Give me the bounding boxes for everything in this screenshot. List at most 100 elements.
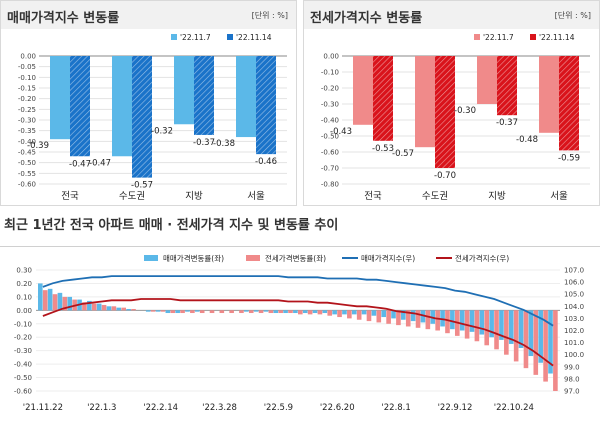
jeonse-change-bar: [484, 310, 490, 346]
x-tick-label: '22.8.1: [381, 403, 410, 413]
x-tick-label: '22.2.14: [143, 403, 178, 413]
trend-combo-chart: 0.30 0.20 0.10 0.00 -0.10 -0.20 -0.30 -0.40 -0.5…: [14, 253, 584, 413]
y-right-tick-label: 98.0: [564, 375, 580, 383]
jeonse-change-bar: [474, 310, 480, 342]
jeonse-index-line: [42, 298, 554, 367]
jeonse-change-bar: [533, 310, 539, 375]
sale-change-bar: [185, 310, 190, 312]
panel-header: 매매가격지수 변동률 [단위 : %]: [1, 1, 296, 29]
jeonse-change-bar: [209, 310, 215, 314]
jeonse-change-bar: [150, 310, 156, 312]
trend-section-title: 최근 1년간 전국 아파트 매매 · 전세가격 지수 및 변동률 추이: [4, 218, 339, 233]
jeonse-change-bar: [91, 303, 97, 311]
sale-change-bar: [57, 292, 63, 311]
sale-change-bar: [342, 310, 347, 315]
legend-swatch-prev: [474, 34, 480, 40]
data-label: -0.57: [131, 181, 153, 191]
y-right-tick-label: 103.0: [564, 315, 584, 323]
sale-change-bar: [273, 310, 279, 314]
sale-change-bar: [538, 310, 543, 363]
unit-label: [단위 : %]: [554, 11, 591, 20]
y-right-tick-label: 107.0: [564, 267, 584, 275]
y-tick-label: -0.05: [18, 63, 36, 71]
jeonse-change-bar: [229, 310, 234, 314]
y-right-tick-label: 105.0: [564, 291, 584, 299]
legend-swatch-prev: [171, 34, 177, 40]
y-right-tick-label: 100.0: [564, 351, 584, 359]
data-label: -0.46: [255, 157, 277, 167]
jeonse-change-bar: [386, 310, 391, 324]
y-tick-label: -0.55: [18, 170, 36, 178]
jeonse-change-bar: [298, 310, 303, 315]
sale-change-bar: [244, 310, 249, 312]
sale-change-bar: [175, 310, 180, 314]
y-tick-label: -0.25: [18, 106, 36, 114]
jeonse-change-bar: [111, 306, 117, 311]
sale-change-bar: [126, 308, 131, 311]
y-tick-label: 0.00: [323, 53, 339, 61]
jeonse-change-bar: [62, 296, 68, 311]
data-label: -0.47: [89, 158, 111, 168]
bar-curr-week: [435, 56, 455, 168]
legend-label: 전세가격변동률(좌): [265, 253, 326, 263]
bar-curr-week: [559, 56, 579, 151]
jeonse-change-bar: [415, 310, 421, 328]
data-label: -0.37: [193, 138, 215, 148]
jeonse-change-bar: [327, 310, 333, 316]
bar-curr-week: [132, 56, 152, 178]
data-label: -0.57: [392, 149, 414, 159]
jeonse-change-bar: [199, 310, 205, 314]
sale-change-bar: [106, 306, 112, 311]
jeonse-change-bar: [513, 310, 519, 362]
category-label: 수도권: [119, 190, 145, 202]
sale-change-bar: [508, 310, 514, 344]
unit-label: [단위 : %]: [251, 11, 288, 20]
data-label: -0.48: [516, 135, 538, 145]
y-right-tick-label: 97.0: [564, 388, 580, 396]
jeonse-change-bar: [258, 310, 264, 314]
jeonse-change-panel: 전세가격지수 변동률 [단위 : %] 0.00 -0.10 -0.20 -0.30 -…: [303, 0, 600, 206]
y-tick-label: -0.70: [321, 165, 339, 173]
jeonse-change-bar: [435, 310, 440, 331]
legend-swatch: [144, 255, 158, 261]
x-tick-label: '22.5.9: [264, 403, 293, 413]
bar-prev-week: [112, 56, 132, 157]
jeonse-change-bar: [42, 290, 48, 311]
y-tick-label: -0.45: [18, 149, 36, 157]
sale-change-bar: [283, 310, 288, 314]
legend-label: '22.11.7: [483, 33, 514, 42]
jeonse-change-bar: [268, 310, 274, 314]
bar-prev-week: [50, 56, 70, 140]
jeonse-change-bar: [405, 310, 411, 327]
jeonse-change-bar: [219, 310, 225, 314]
category-label: 서울: [247, 191, 265, 202]
sale-index-line: [42, 275, 554, 327]
jeonse-change-bar: [366, 310, 372, 322]
sale-change-bar: [528, 310, 534, 357]
y-left-tick-label: -0.60: [14, 388, 32, 396]
y-left-tick-label: 0.10: [16, 293, 32, 301]
sale-change-bar: [302, 310, 308, 314]
y-left-tick-label: -0.20: [14, 334, 32, 342]
data-label: -0.70: [434, 171, 456, 181]
sale-change-bar: [155, 310, 161, 312]
category-label: 지방: [185, 191, 203, 202]
category-label: 수도권: [422, 190, 448, 202]
jeonse-change-bar: [131, 308, 136, 311]
sale-change-bar: [548, 310, 553, 374]
sale-change-bar: [489, 310, 494, 338]
y-right-tick-label: 99.0: [564, 363, 580, 371]
sale-change-bar: [420, 310, 426, 323]
legend-label: '22.11.14: [539, 33, 575, 42]
bar-prev-week: [236, 56, 256, 138]
y-tick-label: -0.40: [321, 117, 339, 125]
sale-change-bar: [145, 310, 151, 312]
sale-change-bar: [96, 303, 102, 311]
sale-change-bar: [194, 310, 200, 312]
data-label: -0.38: [213, 139, 235, 149]
jeonse-change-bar: [160, 310, 166, 312]
y-tick-label: -0.80: [321, 181, 339, 189]
y-tick-label: -0.50: [18, 159, 36, 167]
sale-change-bar: [332, 310, 337, 315]
bar-curr-week: [497, 56, 517, 116]
